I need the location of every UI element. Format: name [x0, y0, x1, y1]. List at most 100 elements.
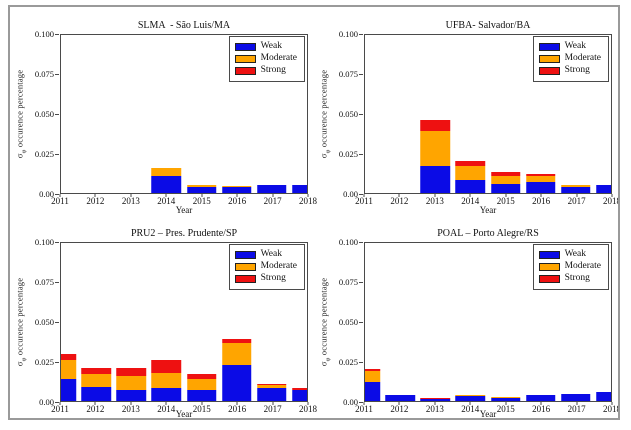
y-tick-label: 0.100: [338, 29, 358, 39]
x-tick-label: 2018: [299, 404, 317, 414]
y-tick-label: 0.050: [338, 109, 358, 119]
bar-segment-weak: [420, 398, 451, 401]
chart-panel: SLMA - São Luis/MA σφ occurence percenta…: [10, 12, 317, 222]
x-tick-mark: [272, 402, 274, 405]
legend: Weak Moderate Strong: [532, 36, 609, 82]
chart-title: POAL – Porto Alegre/RS: [437, 228, 539, 239]
legend-item-label: Moderate: [564, 261, 601, 271]
chart-body: σφ occurence percentage Weak Moderate Stro…: [15, 29, 308, 199]
bar-segment-strong: [257, 383, 287, 386]
legend: Weak Moderate Strong: [532, 244, 609, 290]
y-axis-label: σφ occurence percentage: [319, 70, 332, 158]
x-tick-mark: [469, 402, 471, 405]
y-axis-sub: φ: [324, 149, 332, 154]
y-tick-label: 0.025: [34, 149, 54, 159]
bar-segment-weak: [420, 166, 451, 193]
bar-group: [365, 243, 380, 401]
x-tick-label: 2012: [390, 404, 409, 414]
y-tick-mark: [55, 402, 59, 403]
bar-segment-strong: [61, 353, 76, 360]
bar-segment-moderate: [490, 397, 521, 398]
bar-segment-strong: [365, 369, 380, 371]
bar-group: [257, 243, 287, 401]
bar-segment-weak: [455, 180, 486, 193]
x-tick-label: 2017: [263, 196, 282, 206]
x-tick-label: 2011: [51, 404, 69, 414]
bar-segment-strong: [116, 367, 147, 376]
y-axis-sigma: σ: [318, 153, 329, 159]
legend-item-label: Strong: [260, 65, 286, 75]
y-axis-sub: φ: [324, 357, 332, 362]
y-tick-mark: [359, 154, 363, 155]
y-tick-label: 0.050: [34, 317, 54, 327]
y-tick-mark: [55, 154, 59, 155]
y-tick-mark: [359, 322, 363, 323]
x-tick-mark: [307, 402, 309, 405]
legend-item-label: Strong: [564, 273, 590, 283]
bar-segment-moderate: [455, 394, 486, 397]
chart-title: SLMA - São Luis/MA: [137, 20, 231, 31]
x-tick-label: 2017: [263, 404, 282, 414]
bar-segment-weak: [365, 382, 380, 401]
x-tick-label: 2017: [567, 196, 586, 206]
y-tick-mark: [359, 74, 363, 75]
x-tick-label: 2018: [603, 196, 620, 206]
legend-item-label: Moderate: [260, 261, 297, 271]
bar-segment-moderate: [365, 371, 380, 383]
x-axis-label: Year: [175, 409, 193, 419]
bar-group: [221, 35, 252, 193]
bar-segment-weak: [221, 186, 252, 193]
y-axis-label: σφ occurence percentage: [319, 278, 332, 366]
bar-segment-moderate: [186, 185, 217, 187]
y-tick-mark: [55, 282, 59, 283]
bar-segment-weak: [186, 186, 217, 193]
bar-segment-strong: [292, 388, 307, 390]
y-axis-text: occurence percentage: [14, 69, 25, 150]
legend-color-swatch: [234, 54, 256, 63]
legend-item: Weak: [234, 249, 297, 260]
legend-color-swatch: [538, 262, 560, 271]
x-tick-mark: [576, 402, 578, 405]
y-axis-text: occurence percentage: [318, 277, 329, 358]
bar-segment-weak: [186, 389, 217, 401]
x-tick-label: 2015: [192, 196, 211, 206]
y-tick-mark: [55, 74, 59, 75]
y-tick-mark: [359, 402, 363, 403]
x-tick-mark: [505, 194, 507, 197]
bar-segment-moderate: [221, 185, 252, 187]
bar-segment-weak: [151, 388, 182, 401]
bar-segment-moderate: [420, 131, 451, 167]
legend-item-label: Strong: [260, 273, 286, 283]
bar-group: [116, 243, 147, 401]
bar-segment-weak: [292, 185, 307, 193]
bar-segment-moderate: [61, 359, 76, 379]
y-tick-mark: [359, 114, 363, 115]
bar-segment-weak: [561, 186, 591, 193]
legend-item-label: Moderate: [564, 53, 601, 63]
x-tick-label: 2014: [157, 196, 176, 206]
chart-panel: PRU2 – Pres. Prudente/SP σφ occurence pe…: [10, 222, 317, 419]
bar-segment-weak: [561, 393, 591, 401]
x-tick-label: 2011: [355, 196, 373, 206]
x-tick-mark: [505, 402, 507, 405]
legend-item: Strong: [234, 273, 297, 284]
y-tick-label: 0.050: [34, 109, 54, 119]
x-tick-mark: [434, 194, 436, 197]
x-tick-label: 2018: [603, 404, 620, 414]
bar-group: [420, 243, 451, 401]
bar-group: [61, 35, 76, 193]
y-tick-mark: [359, 194, 363, 195]
legend-item-label: Moderate: [260, 53, 297, 63]
legend-color-swatch: [234, 66, 256, 75]
x-axis-ticks: 2011 2012 2013 2014 2015 2016 2017 2018: [355, 194, 618, 207]
x-tick-label: 2015: [496, 196, 515, 206]
bar-group: [525, 35, 556, 193]
legend-item: Strong: [538, 273, 601, 284]
legend-color-swatch: [538, 66, 560, 75]
bar-segment-moderate: [490, 175, 521, 184]
bar-segment-weak: [257, 388, 287, 401]
bar-group: [525, 243, 556, 401]
y-axis-sub: φ: [20, 357, 28, 362]
bar-segment-strong: [81, 367, 111, 375]
x-tick-label: 2011: [355, 404, 373, 414]
